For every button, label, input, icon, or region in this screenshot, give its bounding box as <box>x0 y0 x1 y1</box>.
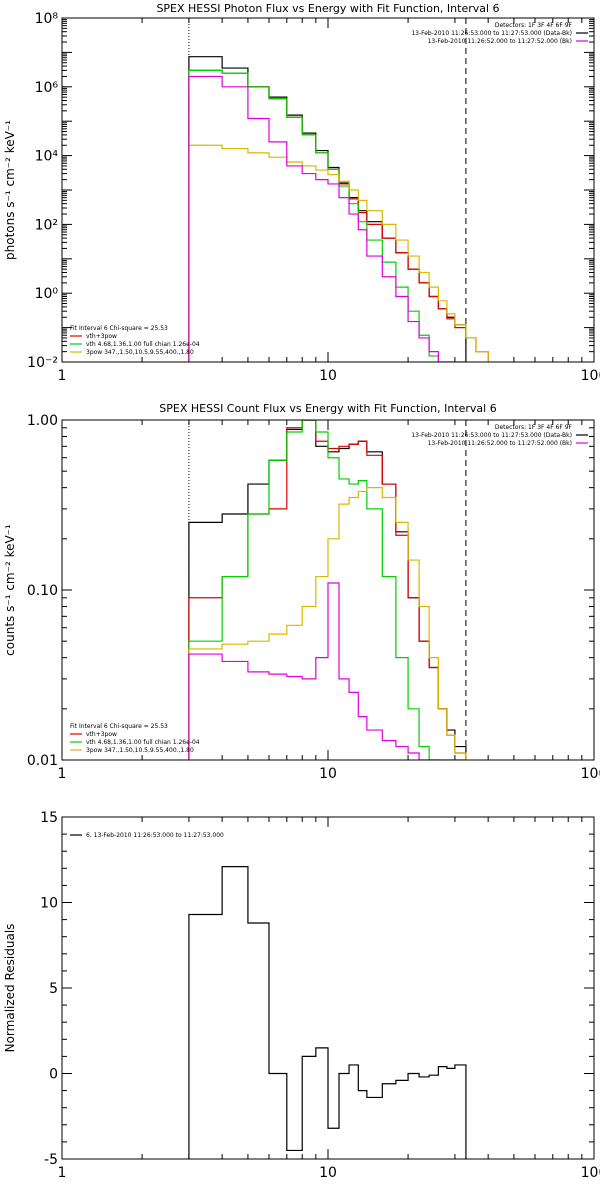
series-line <box>188 420 439 760</box>
legend-entry: 13-Feb-2010 11:26:52.000 to 11:27:52.000… <box>428 440 572 447</box>
series-line <box>188 487 467 760</box>
series-group <box>188 420 467 760</box>
series-line <box>188 144 489 362</box>
x-tick-label: 10 <box>319 1165 337 1181</box>
y-tick-label: 5 <box>49 981 58 997</box>
legend-entry: 13-Feb-2010 11:26:53.000 to 11:27:53.000… <box>411 30 572 37</box>
series-group <box>188 56 489 362</box>
count-flux-panel: SPEX HESSI Count Flux vs Energy with Fit… <box>3 402 600 782</box>
y-axis-label: counts s⁻¹ cm⁻² keV⁻¹ <box>3 524 17 656</box>
y-tick-label: 10⁰ <box>35 286 59 302</box>
y-tick-label: 10 <box>40 896 58 912</box>
series-line <box>188 75 466 362</box>
series-line <box>188 582 466 760</box>
x-tick-label: 10 <box>319 368 337 384</box>
plot-frame <box>61 17 595 363</box>
legend-entry: 3pow 347.,1.50,10.5,9.55,400.,1.80 <box>86 349 194 356</box>
x-tick-label: 10 <box>319 766 337 782</box>
series-line <box>188 56 467 362</box>
series-line <box>188 69 439 362</box>
y-tick-label: 0 <box>49 1067 58 1083</box>
legend-entry: 13-Feb-2010 11:26:53.000 to 11:27:53.000… <box>411 432 572 439</box>
y-tick-label: 0.01 <box>27 753 58 769</box>
y-axis-label: Normalized Residuals <box>3 924 17 1053</box>
y-tick-label: 15 <box>40 810 58 826</box>
photon-flux-panel: SPEX HESSI Photon Flux vs Energy with Fi… <box>3 2 600 384</box>
series-group <box>188 865 467 1159</box>
y-tick-label: 1.00 <box>27 413 58 429</box>
y-axis-label: photons s⁻¹ cm⁻² keV⁻¹ <box>3 120 17 260</box>
y-tick-label: 10⁶ <box>35 80 59 96</box>
x-tick-label: 100 <box>581 1165 600 1181</box>
x-tick-label: 100 <box>581 766 600 782</box>
y-tick-label: 0.10 <box>27 583 58 599</box>
series-line <box>188 865 467 1159</box>
y-tick-label: 10⁴ <box>35 149 59 165</box>
x-tick-label: 1 <box>58 368 67 384</box>
x-tick-label: 1 <box>58 766 67 782</box>
legend-entry: Detectors: 1F 3F 4F 6F 9F <box>495 424 573 431</box>
y-tick-label: 10⁸ <box>35 11 59 27</box>
y-tick-label: 10² <box>35 217 58 233</box>
legend-entry: Fit Interval 6 Chi-square = 25.53 <box>70 723 168 730</box>
plot-frame <box>61 816 595 1160</box>
y-tick-label: -5 <box>44 1152 58 1168</box>
residuals-panel: Normalized Residuals 1 10 100 -5 0 5 10 15 6, 13-… <box>3 810 600 1181</box>
legend-entry: Detectors: 1F 3F 4F 6F 9F <box>495 22 573 29</box>
legend-entry: Fit Interval 6 Chi-square = 25.53 <box>70 325 168 332</box>
plot-frame <box>61 419 595 761</box>
legend-entry: 13-Feb-2010 11:26:52.000 to 11:27:52.000… <box>428 38 572 45</box>
legend-entry: vth 4.68,1.36,1.00 full chian 1.26e-04 <box>86 341 200 348</box>
chart-title: SPEX HESSI Count Flux vs Energy with Fit… <box>159 402 496 415</box>
x-tick-label: 100 <box>581 368 600 384</box>
legend-entry: vth 4.68,1.36,1.00 full chian 1.26e-04 <box>86 739 200 746</box>
y-tick-label: 10⁻² <box>27 355 58 371</box>
legend-entry: 6, 13-Feb-2010 11:26:53.000 to 11:27:53.… <box>86 832 224 839</box>
series-line <box>188 69 489 362</box>
legend-entry: 3pow 347.,1.50,10.5,9.55,400.,1.80 <box>86 747 194 754</box>
x-tick-label: 1 <box>58 1165 67 1181</box>
legend-entry: vth+3pow <box>86 333 117 340</box>
chart-title: SPEX HESSI Photon Flux vs Energy with Fi… <box>156 2 499 15</box>
legend-entry: vth+3pow <box>86 731 117 738</box>
